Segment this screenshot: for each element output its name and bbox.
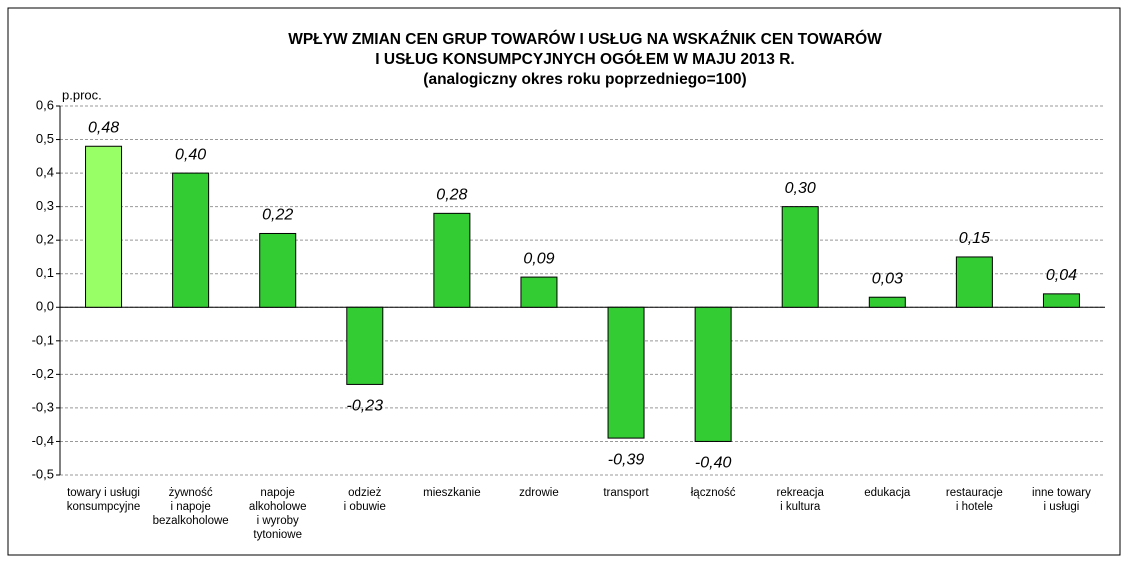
x-tick-label: restauracje i hotele xyxy=(945,487,1003,513)
value-label: 0,28 xyxy=(436,187,467,204)
value-label: 0,48 xyxy=(88,119,119,136)
y-tick-label: -0,1 xyxy=(32,332,54,347)
bar xyxy=(85,145,123,308)
value-label: 0,15 xyxy=(959,230,990,247)
bar xyxy=(172,172,210,308)
x-tick-label: odzież i obuwie xyxy=(343,487,386,513)
value-label: -0,23 xyxy=(347,398,384,415)
value-label: 0,09 xyxy=(523,250,554,267)
x-tick-label: rekreacja i kultura xyxy=(776,487,824,513)
bar xyxy=(520,276,558,308)
bar xyxy=(259,232,297,308)
y-axis-label: p.proc. xyxy=(62,87,102,102)
y-tick-label: -0,3 xyxy=(32,399,54,414)
x-tick-label: mieszkanie xyxy=(423,487,481,499)
x-tick-label: towary i usługi konsumpcyjne xyxy=(66,487,141,513)
value-label: 0,40 xyxy=(175,146,206,163)
y-tick-label: -0,5 xyxy=(32,466,54,481)
x-tick-label: transport xyxy=(603,487,649,499)
y-tick-label: -0,2 xyxy=(32,366,54,381)
x-tick-label: żywność i napoje bezalkoholowe xyxy=(152,487,229,527)
y-tick-label: 0,6 xyxy=(36,97,54,112)
value-label: -0,39 xyxy=(608,451,645,468)
x-tick-label: łączność xyxy=(690,487,736,499)
value-label: -0,40 xyxy=(695,455,732,472)
value-label: 0,22 xyxy=(262,207,293,224)
y-tick-label: 0,3 xyxy=(36,198,54,213)
y-tick-label: 0,4 xyxy=(36,165,54,180)
bar xyxy=(1042,293,1080,308)
bar xyxy=(781,206,819,308)
bar xyxy=(607,306,645,439)
x-tick-label: inne towary i usługi xyxy=(1032,487,1091,513)
y-tick-label: 0,5 xyxy=(36,131,54,146)
bar xyxy=(955,256,993,308)
bar xyxy=(346,306,384,385)
x-tick-label: zdrowie xyxy=(519,487,559,499)
value-label: 0,30 xyxy=(785,180,816,197)
x-tick-label: edukacja xyxy=(864,487,911,499)
bar xyxy=(694,306,732,442)
y-tick-label: 0,1 xyxy=(36,265,54,280)
y-tick-label: -0,4 xyxy=(32,433,54,448)
bar xyxy=(868,296,906,308)
value-label: 0,04 xyxy=(1046,267,1077,284)
bar xyxy=(433,212,471,308)
chart-title: WPŁYW ZMIAN CEN GRUP TOWARÓW I USŁUG NA … xyxy=(288,31,882,88)
y-tick-label: 0,2 xyxy=(36,232,54,247)
value-label: 0,03 xyxy=(872,270,903,287)
x-tick-label: napoje alkoholowe i wyroby tytoniowe xyxy=(248,487,307,541)
frame xyxy=(7,7,1121,556)
y-tick-label: 0,0 xyxy=(36,299,54,314)
